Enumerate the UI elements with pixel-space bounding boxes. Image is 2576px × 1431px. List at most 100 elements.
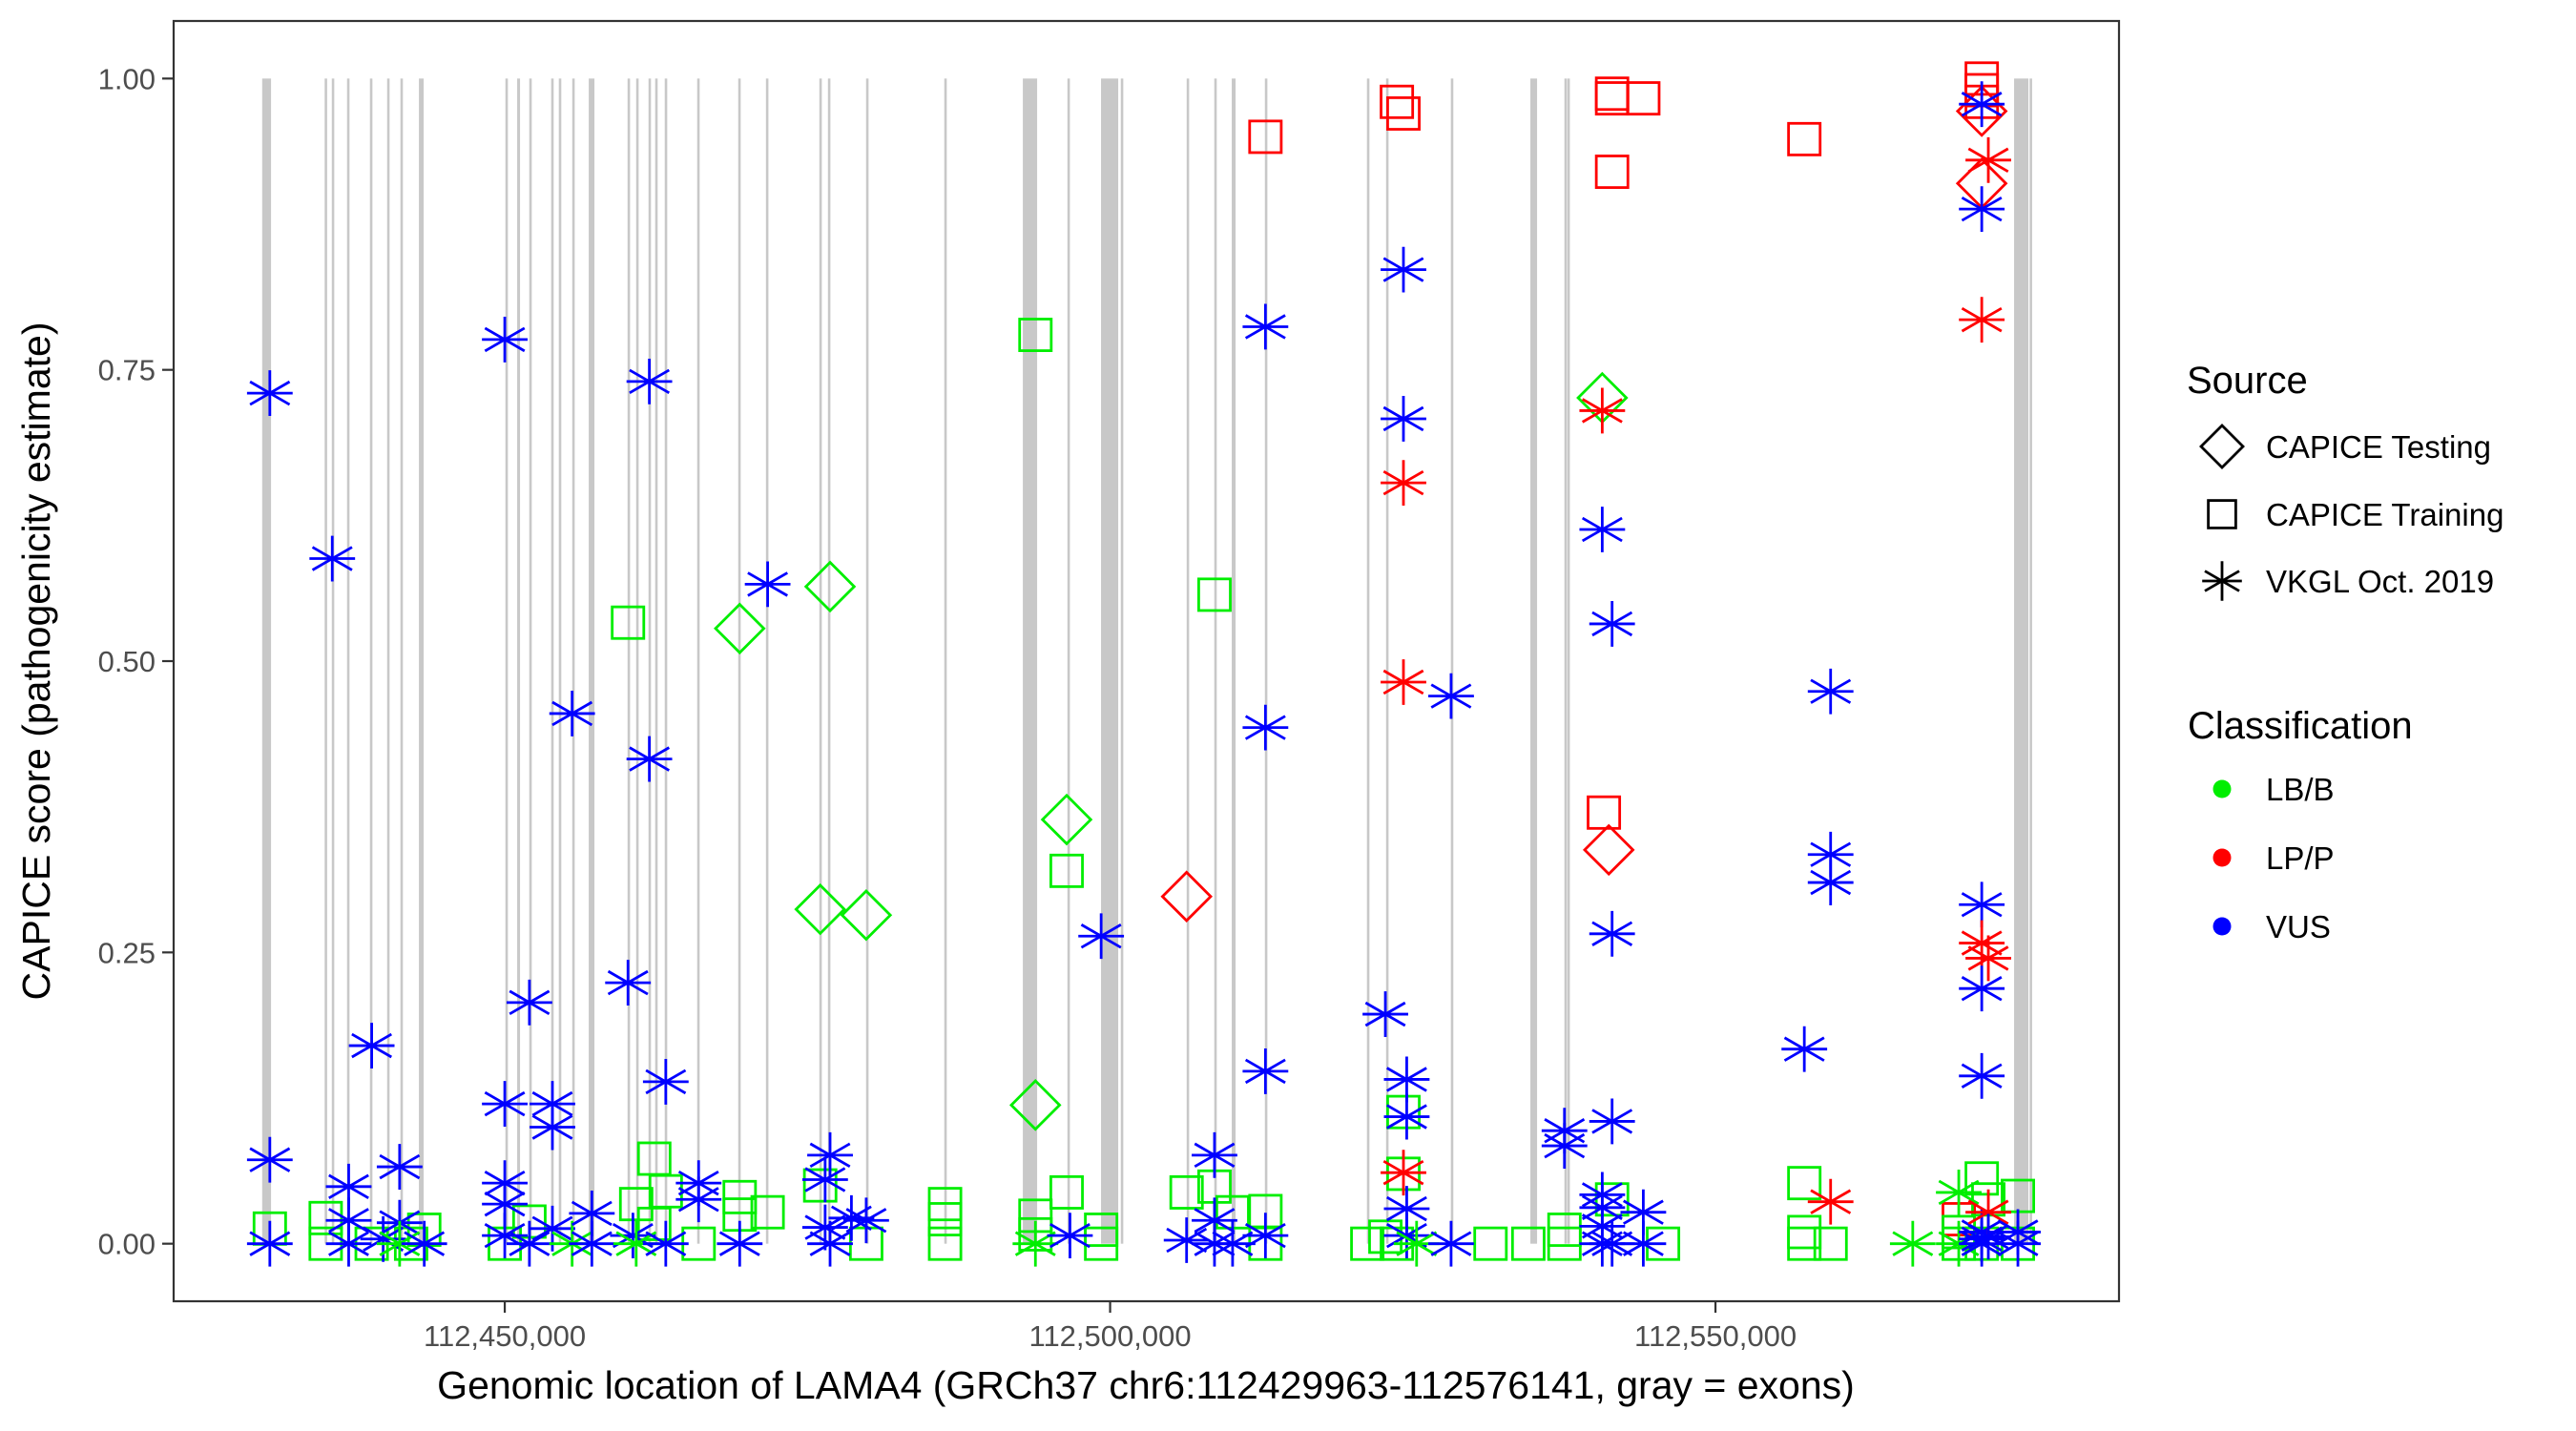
data-point-asterisk <box>1012 1220 1059 1267</box>
exon-band <box>827 78 831 1244</box>
data-point-asterisk <box>1362 991 1408 1037</box>
data-point-square <box>1380 84 1415 119</box>
data-point-asterisk <box>1959 81 2005 128</box>
y-tick-label: 0.75 <box>98 354 156 387</box>
exon-bands <box>261 78 2032 1244</box>
data-point-square <box>1248 119 1283 155</box>
exon-band <box>819 78 822 1244</box>
data-point-asterisk <box>626 358 673 404</box>
legend-key-dot-icon <box>2212 917 2232 936</box>
exon-band <box>1214 78 1217 1244</box>
data-point-square <box>1473 1226 1508 1261</box>
data-point-asterisk <box>613 1220 659 1267</box>
data-point-square <box>1787 1166 1822 1201</box>
legend-label-lbb: LB/B <box>2266 772 2335 807</box>
data-point-square <box>927 1202 963 1236</box>
exon-band <box>2029 78 2032 1244</box>
exon-band <box>261 78 272 1244</box>
data-point-asterisk <box>1589 1220 1635 1267</box>
data-point-asterisk <box>1381 1150 1426 1196</box>
data-point-asterisk <box>1889 1220 1936 1267</box>
y-axis: 0.00 0.25 0.50 0.75 1.00 <box>98 62 174 1261</box>
data-point-square <box>1787 121 1822 156</box>
data-point-asterisk <box>642 1220 689 1267</box>
exon-band <box>2014 78 2029 1244</box>
data-point-diamond <box>1008 1079 1062 1131</box>
data-point-asterisk <box>605 960 652 1006</box>
data-point-square <box>1813 1226 1848 1261</box>
exon-band <box>1264 78 1268 1244</box>
data-point-square <box>1386 96 1421 131</box>
data-point-asterisk <box>1620 1220 1667 1267</box>
data-point-asterisk <box>1959 881 2005 928</box>
data-point-diamond <box>1040 793 1093 846</box>
data-point-asterisk <box>1959 297 2005 343</box>
legend-label-vus: VUS <box>2266 909 2331 944</box>
y-tick-label: 0.00 <box>98 1228 156 1261</box>
legend-key-diamond-icon <box>2199 424 2245 469</box>
exon-band <box>1232 78 1236 1244</box>
exon-band <box>571 78 575 1244</box>
data-point-asterisk <box>744 561 791 608</box>
data-point-asterisk <box>506 979 552 1026</box>
data-point-square <box>1510 1226 1546 1261</box>
y-tick-label: 0.25 <box>98 936 156 969</box>
data-point-asterisk <box>1959 186 2005 233</box>
data-point-asterisk <box>1807 831 1854 878</box>
x-tick-label: 112,450,000 <box>424 1319 586 1353</box>
data-point-asterisk <box>1209 1220 1256 1267</box>
data-point-asterisk <box>1428 673 1474 719</box>
data-point-asterisk <box>1242 303 1289 350</box>
exon-band <box>558 78 562 1244</box>
data-point-square <box>1169 1174 1204 1210</box>
exon-band <box>696 78 700 1244</box>
legend-label-lpp: LP/P <box>2266 840 2335 876</box>
legend-key-square-icon <box>2207 499 2237 529</box>
data-point-diamond <box>803 560 857 613</box>
x-tick-label: 112,500,000 <box>1029 1319 1192 1353</box>
data-point-asterisk <box>325 1163 372 1210</box>
data-point-asterisk <box>807 1131 853 1178</box>
legend-label-capice-training: CAPICE Training <box>2266 497 2503 532</box>
data-point-square <box>1594 155 1630 190</box>
data-point-asterisk <box>1589 600 1635 647</box>
exon-band <box>331 78 335 1244</box>
data-point-asterisk <box>1579 387 1626 434</box>
data-point-asterisk <box>717 1220 763 1267</box>
data-point-asterisk <box>1589 1098 1635 1145</box>
data-point-asterisk <box>1807 668 1854 715</box>
data-point-asterisk <box>569 1190 615 1236</box>
data-point-diamond <box>1160 870 1213 923</box>
data-point-asterisk <box>1383 1186 1430 1232</box>
x-axis-title: Genomic location of LAMA4 (GRCh37 chr6:1… <box>437 1363 1855 1407</box>
data-point-asterisk <box>376 1144 423 1190</box>
data-point-asterisk <box>807 1220 853 1267</box>
data-point-diamond <box>714 602 766 655</box>
data-point-square <box>611 605 646 640</box>
data-point-asterisk <box>642 1058 689 1105</box>
data-point-asterisk <box>1936 1170 1982 1215</box>
data-point-asterisk <box>246 1136 293 1183</box>
data-point-asterisk <box>1383 1093 1430 1140</box>
data-point-diamond <box>1582 823 1635 877</box>
data-point-asterisk <box>1381 659 1426 705</box>
data-point-asterisk <box>1781 1026 1828 1072</box>
data-point-asterisk <box>569 1220 615 1267</box>
data-point-asterisk <box>1381 460 1426 507</box>
data-point-square <box>1587 795 1622 830</box>
legend-source-keys <box>2199 424 2245 601</box>
exon-band <box>627 78 631 1244</box>
exon-band <box>369 78 373 1244</box>
data-point-asterisk <box>309 535 356 582</box>
exon-band <box>1450 78 1454 1244</box>
x-tick-label: 112,550,000 <box>1634 1319 1797 1353</box>
data-point-asterisk <box>348 1023 395 1068</box>
exon-band <box>1186 78 1190 1244</box>
data-point-asterisk <box>530 1081 575 1128</box>
legend-key-asterisk-icon <box>2202 561 2242 601</box>
data-point-asterisk <box>1965 1189 2011 1235</box>
data-point-square <box>1018 318 1053 352</box>
exon-band <box>1385 78 1389 1244</box>
data-point-asterisk <box>1242 1213 1289 1259</box>
data-point-asterisk <box>1959 920 2005 966</box>
